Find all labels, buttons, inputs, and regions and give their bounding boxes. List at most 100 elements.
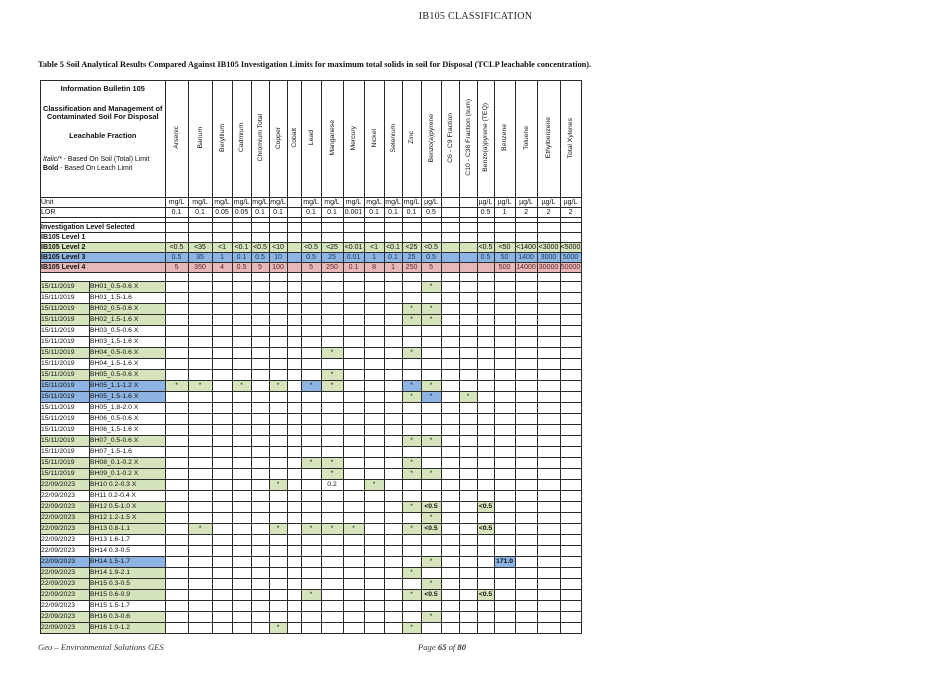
level-value-cell: 14000 xyxy=(514,262,538,273)
result-cell: * xyxy=(401,523,422,535)
row-sample-cell: BH16 0.3-0.6 xyxy=(88,611,166,623)
blank-cell xyxy=(363,272,385,282)
result-cell xyxy=(300,446,322,458)
result-cell xyxy=(458,468,478,480)
table-row: 15/11/2019 BH01_0.5-0.6 X * xyxy=(40,281,582,293)
result-cell xyxy=(250,347,270,359)
result-cell xyxy=(211,545,233,557)
result-cell xyxy=(286,369,302,381)
level-value-cell xyxy=(286,232,302,243)
result-cell xyxy=(187,347,213,359)
result-cell xyxy=(268,369,288,381)
result-cell xyxy=(268,391,288,403)
result-cell xyxy=(493,545,516,557)
result-cell: * xyxy=(401,589,422,601)
result-cell xyxy=(493,424,516,436)
result-cell xyxy=(300,424,322,436)
row-date-cell: 15/11/2019 xyxy=(40,281,90,293)
result-cell xyxy=(300,314,322,326)
table-row: 15/11/2019 BH04_1.5-1.6 X xyxy=(40,358,582,370)
result-cell xyxy=(164,369,189,381)
result-cell xyxy=(383,611,403,623)
result-cell xyxy=(342,622,365,634)
result-cell xyxy=(458,523,478,535)
table-row: 15/11/2019 BH05_1.5-1.6 X * * * xyxy=(40,391,582,403)
legend-italic-term: Italic/* xyxy=(43,156,62,164)
result-cell xyxy=(164,457,189,469)
result-cell xyxy=(458,314,478,326)
column-header: Copper xyxy=(268,80,288,198)
meta-cell: 0.1 xyxy=(187,207,213,218)
blank-cell xyxy=(320,272,344,282)
result-cell xyxy=(458,347,478,359)
result-cell xyxy=(476,600,495,612)
result-cell xyxy=(420,424,442,436)
result-cell xyxy=(476,534,495,546)
result-cell xyxy=(493,369,516,381)
result-cell xyxy=(268,446,288,458)
result-cell xyxy=(476,567,495,579)
result-cell xyxy=(286,490,302,502)
result-cell xyxy=(286,336,302,348)
result-cell xyxy=(401,369,422,381)
result-cell: * xyxy=(300,380,322,392)
table-row: 15/11/2019 BH01_1.5-1.6 xyxy=(40,292,582,304)
result-cell xyxy=(493,611,516,623)
result-cell xyxy=(458,490,478,502)
level-value-cell xyxy=(320,232,344,243)
result-cell xyxy=(383,347,403,359)
result-cell xyxy=(231,556,252,568)
result-cell xyxy=(401,479,422,491)
result-cell: * xyxy=(420,391,442,403)
row-date-cell: 15/11/2019 xyxy=(40,402,90,414)
level-value-cell xyxy=(300,232,322,243)
result-cell xyxy=(401,336,422,348)
result-cell xyxy=(231,578,252,590)
result-cell xyxy=(383,391,403,403)
result-cell xyxy=(363,545,385,557)
level-value-cell xyxy=(440,232,460,243)
result-cell xyxy=(164,490,189,502)
result-cell xyxy=(250,303,270,315)
result-cell xyxy=(300,600,322,612)
level-value-cell: <0.5 xyxy=(300,242,322,253)
result-cell xyxy=(536,589,561,601)
page-header-title: IB105 CLASSIFICATION xyxy=(418,11,533,22)
result-cell xyxy=(231,325,252,337)
table-row: 15/11/2019 BH05_1.1-1.2 X * * * * * * * * xyxy=(40,380,582,392)
result-cell xyxy=(231,435,252,447)
result-cell xyxy=(458,336,478,348)
level-value-cell: <0.1 xyxy=(231,242,252,253)
result-cell xyxy=(268,512,288,524)
table-row: 15/11/2019 BH06_1.5-1.6 X xyxy=(40,424,582,436)
result-cell: <0.5 xyxy=(476,589,495,601)
row-sample-cell: BH08_0.1-0.2 X xyxy=(88,457,166,469)
level-value-cell: 30000 xyxy=(536,262,561,273)
column-header: Nickel xyxy=(363,80,385,198)
result-cell xyxy=(514,358,538,370)
result-cell xyxy=(268,413,288,425)
level-row: IB105 Level 3 0.5 35 1 0.1 0.5 10 0.5 25 0.01 1 0.1… xyxy=(40,252,582,263)
level-value-cell: <0.5 xyxy=(164,242,189,253)
result-cell xyxy=(559,358,582,370)
blank-cell xyxy=(231,272,252,282)
result-cell xyxy=(211,600,233,612)
result-cell xyxy=(231,512,252,524)
result-cell xyxy=(559,490,582,502)
result-cell xyxy=(383,402,403,414)
result-cell xyxy=(300,325,322,337)
result-cell xyxy=(211,358,233,370)
result-cell: * xyxy=(401,567,422,579)
result-cell xyxy=(363,600,385,612)
result-cell xyxy=(420,292,442,304)
table-row: 15/11/2019 BH02_0.5-0.6 X * * xyxy=(40,303,582,315)
result-cell xyxy=(164,468,189,480)
result-cell xyxy=(440,424,460,436)
column-header: Beryllium xyxy=(211,80,233,198)
result-cell xyxy=(268,281,288,293)
result-cell xyxy=(536,369,561,381)
result-cell xyxy=(211,314,233,326)
result-cell xyxy=(320,435,344,447)
blank-cell xyxy=(164,272,189,282)
result-cell xyxy=(286,578,302,590)
